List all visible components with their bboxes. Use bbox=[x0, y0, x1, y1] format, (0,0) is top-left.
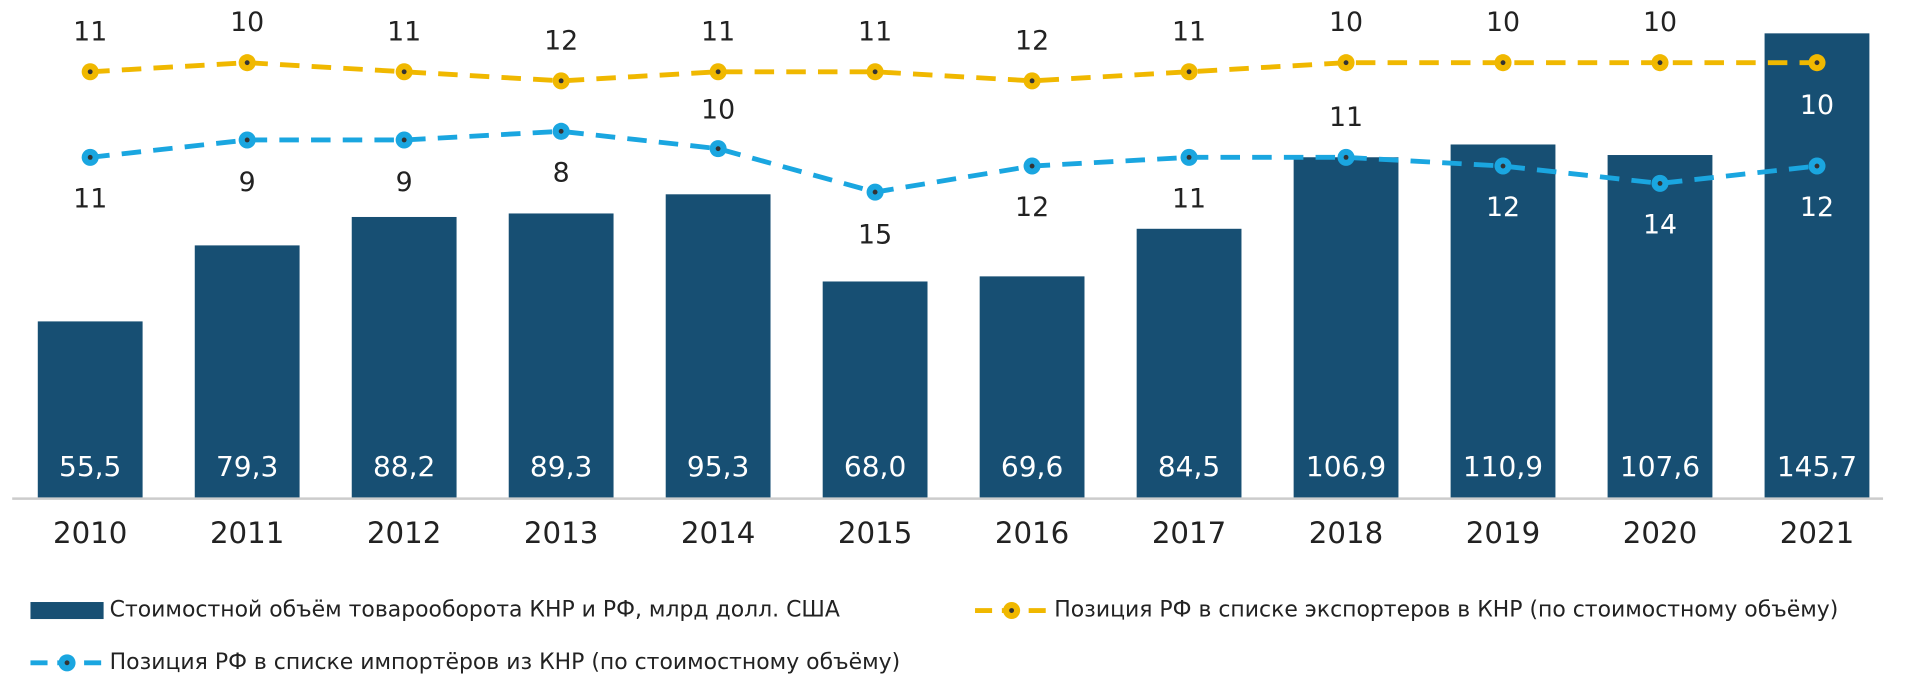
point-label: 11 bbox=[73, 183, 107, 214]
point-label: 12 bbox=[1800, 192, 1834, 223]
point-label: 12 bbox=[1015, 25, 1049, 56]
bar-value-label: 88,2 bbox=[373, 450, 435, 483]
point-label: 10 bbox=[1643, 7, 1677, 38]
point-label: 11 bbox=[701, 16, 735, 47]
point-label: 15 bbox=[858, 219, 892, 250]
point-label: 11 bbox=[1172, 183, 1206, 214]
marker-dot bbox=[872, 69, 878, 75]
x-tick-label: 2020 bbox=[1623, 516, 1697, 550]
x-tick-label: 2013 bbox=[524, 516, 598, 550]
point-label: 11 bbox=[858, 16, 892, 47]
plot: 55,5 79,3 88,2 89,3 95,3 68,0 69,6 84,5 106,9 110… bbox=[12, 7, 1884, 675]
bar bbox=[1764, 33, 1870, 499]
point-label: 10 bbox=[1329, 7, 1363, 38]
bar-value-label: 69,6 bbox=[1001, 450, 1063, 483]
point-label: 11 bbox=[1329, 102, 1363, 133]
legend-marker-dot bbox=[64, 660, 70, 666]
marker-dot bbox=[1814, 60, 1820, 66]
point-label: 8 bbox=[553, 157, 570, 188]
point-label: 10 bbox=[701, 94, 735, 125]
marker-dot bbox=[1500, 60, 1506, 66]
point-label: 11 bbox=[387, 16, 421, 47]
marker-dot bbox=[1186, 69, 1192, 75]
legend-label: Позиция РФ в списке экспортеров в КНР (п… bbox=[1054, 598, 1838, 623]
legend-label: Позиция РФ в списке импортёров из КНР (п… bbox=[110, 650, 900, 675]
x-tick-label: 2011 bbox=[210, 516, 284, 550]
legend-swatch bbox=[30, 602, 104, 620]
point-label: 9 bbox=[239, 167, 256, 198]
marker-dot bbox=[1186, 154, 1192, 160]
bar bbox=[1136, 228, 1242, 499]
point-label: 11 bbox=[1172, 16, 1206, 47]
marker-dot bbox=[1343, 60, 1349, 66]
bar-value-label: 95,3 bbox=[687, 450, 749, 483]
x-tick-label: 2012 bbox=[367, 516, 441, 550]
point-label: 10 bbox=[230, 7, 264, 38]
bar bbox=[665, 194, 771, 499]
marker-dot bbox=[872, 189, 878, 195]
bar-value-label: 106,9 bbox=[1306, 450, 1386, 483]
bar-value-label: 84,5 bbox=[1158, 450, 1220, 483]
point-label: 12 bbox=[1486, 192, 1520, 223]
marker-dot bbox=[558, 78, 564, 84]
bar bbox=[351, 216, 457, 499]
marker-dot bbox=[244, 60, 250, 66]
line bbox=[90, 60, 1817, 84]
bar bbox=[1607, 155, 1713, 499]
bar bbox=[37, 321, 143, 499]
point-label: 14 bbox=[1643, 209, 1677, 240]
marker-dot bbox=[1029, 163, 1035, 169]
marker-dot bbox=[87, 69, 93, 75]
x-tick-label: 2014 bbox=[681, 516, 755, 550]
bar bbox=[822, 281, 928, 499]
legend-marker-dot bbox=[1009, 608, 1015, 613]
bar-value-label: 110,9 bbox=[1463, 450, 1543, 483]
bar bbox=[1293, 157, 1399, 499]
marker-dot bbox=[401, 137, 407, 143]
line bbox=[89, 128, 1818, 195]
point-label: 10 bbox=[1800, 90, 1834, 121]
point-label: 12 bbox=[1015, 192, 1049, 223]
bar-value-label: 79,3 bbox=[216, 450, 278, 483]
x-tick-label: 2019 bbox=[1466, 516, 1540, 550]
bar bbox=[1450, 144, 1556, 499]
point-label: 10 bbox=[1486, 7, 1520, 38]
marker-dot bbox=[244, 137, 250, 143]
marker-dot bbox=[1814, 163, 1820, 169]
marker-dot bbox=[1657, 60, 1663, 66]
marker-dot bbox=[87, 154, 93, 160]
x-tick-label: 2018 bbox=[1309, 516, 1383, 550]
bar-value-label: 55,5 bbox=[59, 450, 121, 483]
marker-dot bbox=[1500, 163, 1506, 169]
x-tick-label: 2016 bbox=[995, 516, 1069, 550]
bar-value-label: 89,3 bbox=[530, 450, 592, 483]
bar bbox=[194, 245, 300, 499]
marker-dot bbox=[1343, 154, 1349, 160]
x-tick-label: 2010 bbox=[53, 516, 127, 550]
bar-value-label: 145,7 bbox=[1777, 450, 1857, 483]
point-label: 9 bbox=[396, 167, 413, 198]
point-label: 11 bbox=[73, 16, 107, 47]
bar bbox=[508, 213, 614, 499]
x-tick-label: 2015 bbox=[838, 516, 912, 550]
x-tick-label: 2021 bbox=[1780, 516, 1854, 550]
legend-label: Стоимостной объём товарооборота КНР и РФ… bbox=[110, 598, 840, 623]
bar-value-label: 68,0 bbox=[844, 450, 906, 483]
x-tick-label: 2017 bbox=[1152, 516, 1226, 550]
marker-dot bbox=[1657, 180, 1663, 186]
marker-dot bbox=[401, 69, 407, 75]
marker-dot bbox=[1029, 78, 1035, 84]
marker-dot bbox=[558, 128, 564, 134]
bar bbox=[979, 276, 1085, 499]
marker-dot bbox=[715, 69, 721, 75]
bar-value-label: 107,6 bbox=[1620, 450, 1700, 483]
marker-dot bbox=[715, 146, 721, 152]
point-label: 12 bbox=[544, 25, 578, 56]
